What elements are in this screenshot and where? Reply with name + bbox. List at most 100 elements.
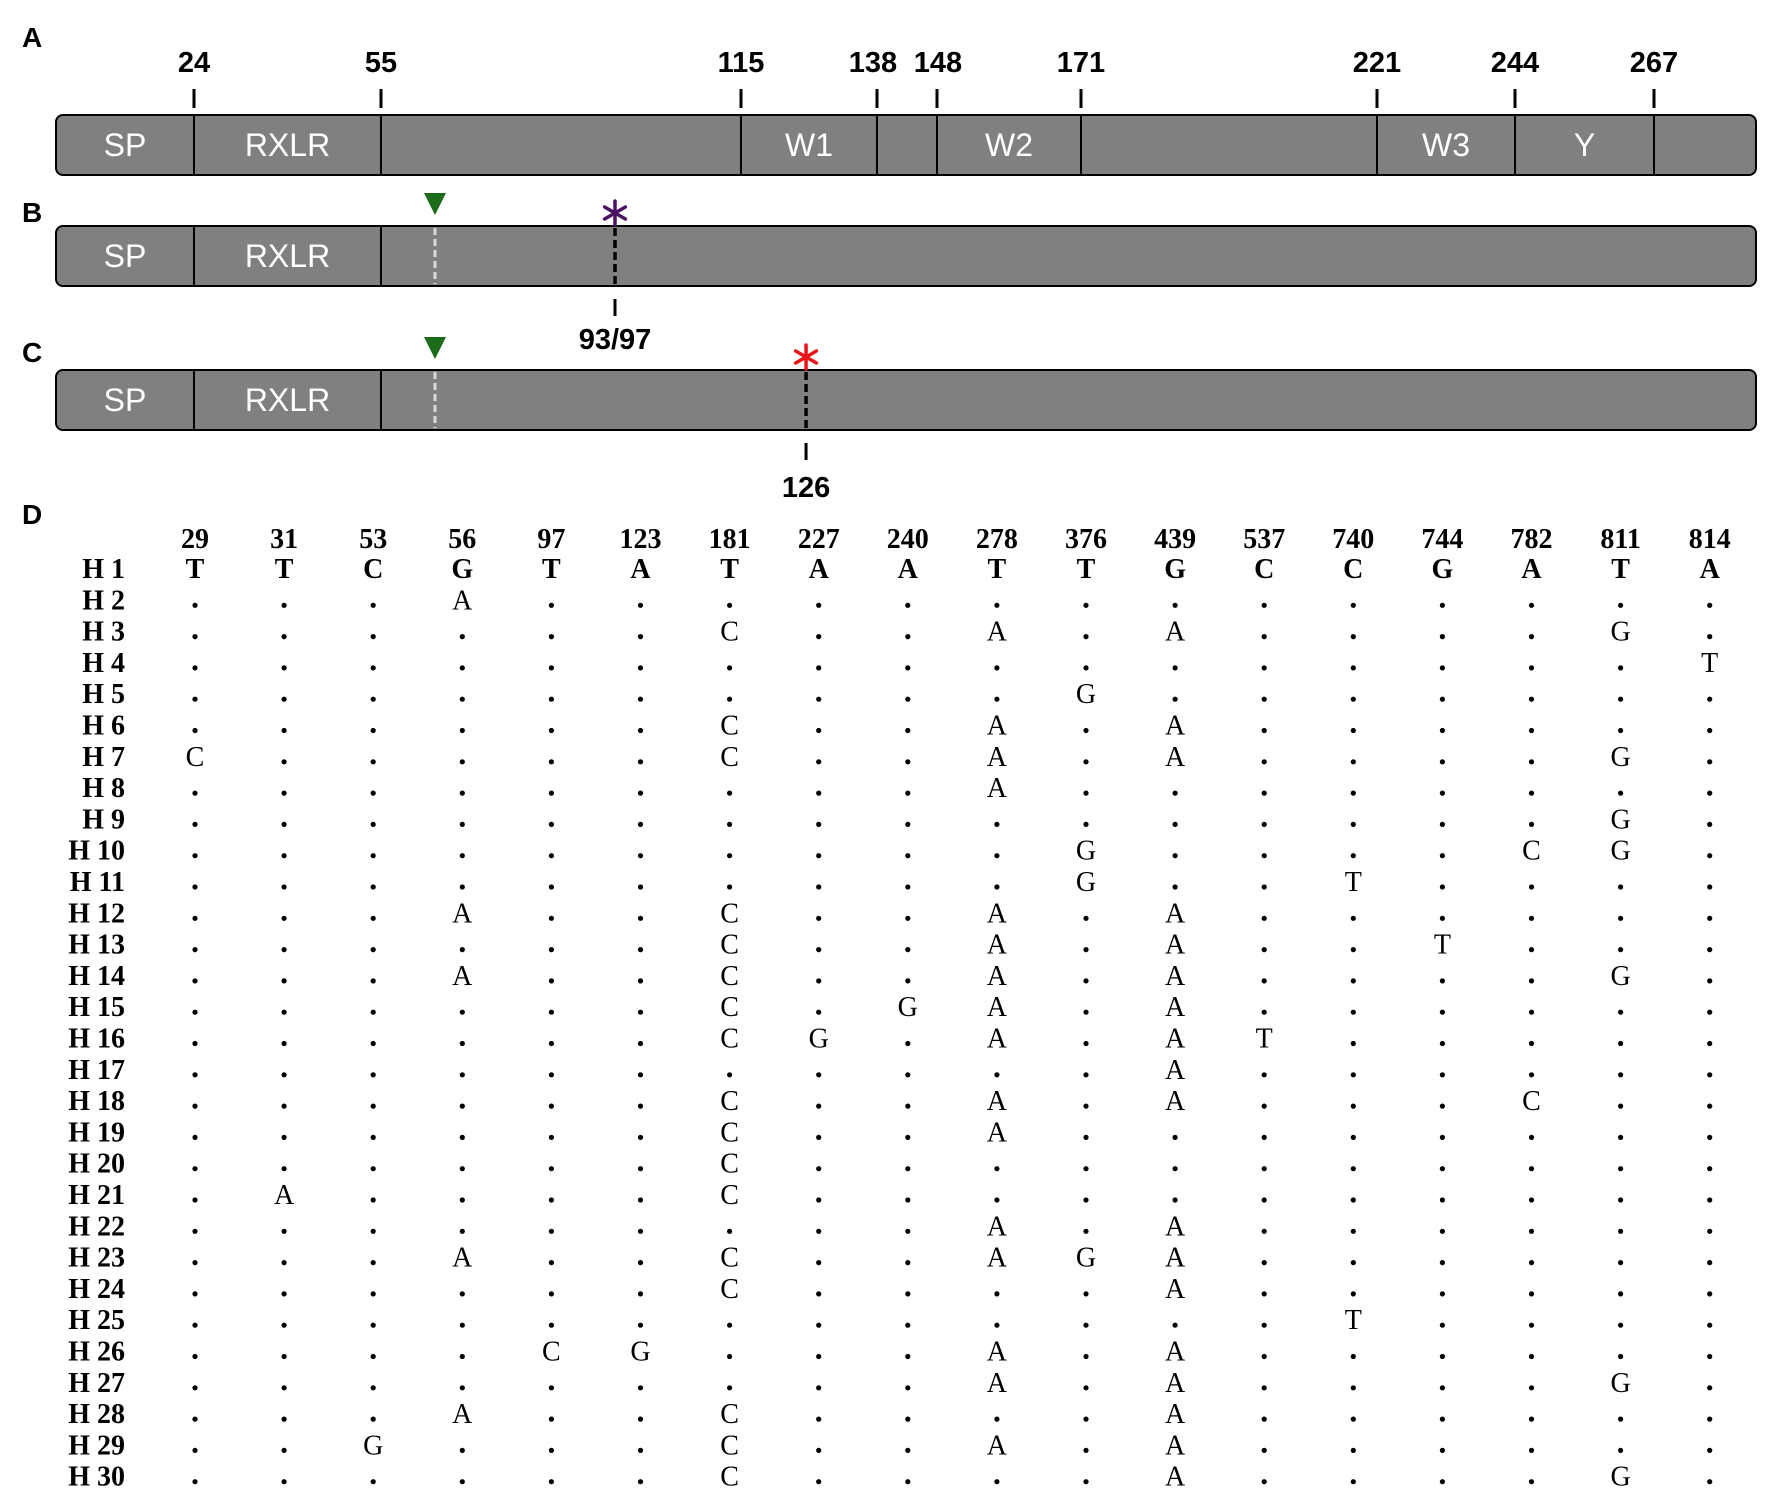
identical-base-dot: [1707, 1291, 1713, 1297]
identical-base-dot: [905, 1260, 911, 1266]
identical-base-dot: [637, 1260, 644, 1266]
identical-base-dot: [370, 790, 376, 796]
variant-base: A: [987, 961, 1008, 992]
identical-base-dot: [905, 1353, 911, 1360]
variant-base: T: [1345, 867, 1362, 898]
variant-base: A: [1165, 711, 1186, 742]
identical-base-dot: [727, 853, 733, 859]
identical-base-dot: [994, 821, 1000, 828]
identical-base-dot: [370, 1134, 376, 1140]
identical-base-dot: [192, 1228, 198, 1234]
identical-base-dot: [905, 759, 911, 765]
identical-base-dot: [281, 1322, 287, 1328]
identical-base-dot: [637, 853, 644, 859]
haplotype-row: H 20 C: [68, 1149, 1713, 1180]
identical-base-dot: [1528, 978, 1535, 984]
identical-base-dot: [1528, 634, 1535, 640]
identical-base-dot: [1439, 915, 1445, 921]
variant-base: A: [987, 992, 1008, 1023]
identical-base-dot: [1707, 821, 1713, 828]
identical-base-dot: [370, 947, 376, 953]
identical-base-dot: [727, 602, 733, 608]
identical-base-dot: [192, 1353, 198, 1360]
identical-base-dot: [637, 1134, 644, 1140]
haplotype-label: H 5: [82, 679, 125, 710]
identical-base-dot: [905, 1040, 911, 1047]
identical-base-dot: [816, 821, 822, 828]
identical-base-dot: [637, 821, 644, 828]
variant-base: A: [1165, 1211, 1186, 1242]
panel-b-site-map: B SP RXLR 93/97: [22, 193, 1757, 356]
variant-base: A: [1165, 930, 1186, 961]
identical-base-dot: [459, 759, 465, 765]
variant-base: A: [1165, 1024, 1186, 1055]
identical-base-dot: [1707, 915, 1713, 921]
position-label: 814: [1689, 524, 1731, 555]
identical-base-dot: [994, 1479, 1000, 1485]
identical-base-dot: [1083, 1385, 1089, 1391]
identical-base-dot: [281, 1416, 287, 1422]
identical-base-dot: [727, 1072, 733, 1078]
identical-base-dot: [1528, 947, 1535, 953]
identical-base-dot: [905, 1166, 911, 1172]
identical-base-dot: [1350, 727, 1356, 734]
identical-base-dot: [816, 790, 822, 796]
haplotype-row: H 16 C G A A T: [68, 1024, 1713, 1055]
identical-base-dot: [370, 727, 376, 734]
identical-base-dot: [1261, 727, 1267, 734]
identical-base-dot: [1083, 1291, 1089, 1297]
identical-base-dot: [1261, 884, 1267, 890]
identical-base-dot: [727, 790, 733, 796]
identical-base-dot: [816, 1228, 822, 1234]
identical-base-dot: [1439, 1385, 1445, 1391]
identical-base-dot: [637, 1040, 644, 1047]
variant-base: C: [720, 992, 739, 1023]
identical-base-dot: [192, 1291, 198, 1297]
identical-base-dot: [816, 602, 822, 608]
identical-base-dot: [1350, 1072, 1356, 1078]
identical-base-dot: [281, 1260, 287, 1266]
segment-label-sp: SP: [104, 127, 147, 163]
identical-base-dot: [637, 1322, 644, 1328]
identical-base-dot: [1083, 1447, 1089, 1453]
identical-base-dot: [192, 790, 198, 796]
identical-base-dot: [905, 665, 911, 671]
identical-base-dot: [281, 884, 287, 890]
identical-base-dot: [370, 1479, 376, 1485]
identical-base-dot: [994, 1072, 1000, 1078]
identical-base-dot: [905, 1134, 911, 1140]
identical-base-dot: [816, 1103, 822, 1109]
identical-base-dot: [192, 727, 198, 734]
position-label: 740: [1332, 524, 1374, 555]
identical-base-dot: [1350, 1040, 1356, 1047]
identical-base-dot: [370, 853, 376, 859]
identical-base-dot: [370, 665, 376, 671]
haplotype-label: H 4: [82, 648, 125, 679]
haplotype-row: H 6 C A A: [82, 711, 1713, 742]
identical-base-dot: [548, 1385, 555, 1391]
identical-base-dot: [816, 1416, 822, 1422]
identical-base-dot: [637, 884, 644, 890]
haplotype-row: H 14 A C A A G: [68, 961, 1713, 992]
haplotype-row: H 2 A: [82, 585, 1713, 616]
identical-base-dot: [1707, 602, 1713, 608]
identical-base-dot: [548, 790, 555, 796]
segment-label-rxlr: RXLR: [245, 127, 330, 163]
identical-base-dot: [1528, 759, 1535, 765]
identical-base-dot: [281, 915, 287, 921]
identical-base-dot: [1350, 1416, 1356, 1422]
position-label: 97: [537, 524, 565, 555]
identical-base-dot: [370, 602, 376, 608]
identical-base-dot: [370, 1040, 376, 1047]
identical-base-dot: [637, 790, 644, 796]
haplotype-label: H 2: [82, 585, 125, 616]
haplotype-label: H 19: [68, 1117, 125, 1148]
haplotype-label: H 6: [82, 711, 125, 742]
variant-base: G: [1610, 742, 1630, 773]
identical-base-dot: [637, 1447, 644, 1453]
identical-base-dot: [459, 1228, 465, 1234]
variant-base: A: [987, 1211, 1008, 1242]
identical-base-dot: [548, 602, 555, 608]
site-label: 126: [782, 472, 830, 504]
identical-base-dot: [370, 1228, 376, 1234]
